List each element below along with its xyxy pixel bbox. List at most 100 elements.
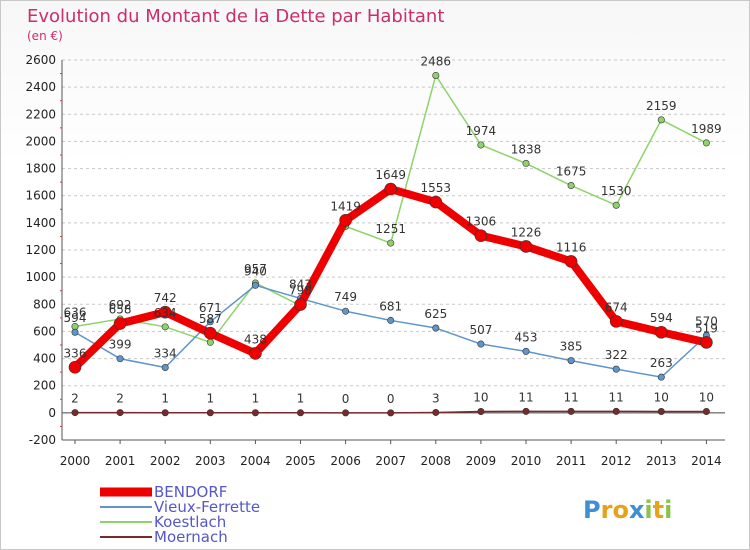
data-label: 1116 [556,240,587,254]
x-tick-label: 2002 [150,454,181,468]
data-label: 1 [161,392,169,406]
data-point-moernach [387,409,395,417]
data-label: 843 [289,277,312,291]
data-point-moernach [612,407,620,415]
data-point-vieux-ferrette [387,316,395,324]
data-label: 438 [244,332,267,346]
y-tick-label: 2200 [25,107,56,121]
data-label: 11 [518,390,533,404]
data-labels: 2 2 1 1 1 1 0 0 3 10 11 11 11 10 106366926349571251248… [64,54,722,405]
data-label: 625 [424,307,447,321]
data-point-moernach [206,409,214,417]
data-point-moernach [477,407,485,415]
data-label: 587 [199,312,222,326]
data-label: 634 [154,306,177,320]
data-label: 1974 [466,124,497,138]
y-tick-label: 1600 [25,189,56,203]
chart-unit-label: (en €) [27,29,63,43]
x-tick-label: 2010 [511,454,542,468]
y-tick-label: 1200 [25,243,56,257]
series-lines [68,71,713,417]
data-label: 749 [334,290,357,304]
data-point-vieux-ferrette [612,365,620,373]
data-point-koestlach [657,116,665,124]
data-point-bendorf [609,315,623,328]
data-point-vieux-ferrette [522,347,530,355]
data-label: 1 [297,392,305,406]
data-point-bendorf [700,336,713,349]
data-label: 0 [342,392,350,406]
proxiti-logo: Proxiti [583,496,672,524]
data-point-bendorf [429,195,443,209]
data-label: 3 [432,391,440,405]
data-point-vieux-ferrette [657,373,665,381]
x-tick-label: 2000 [60,454,91,468]
data-label: 594 [650,311,673,325]
y-tick-label: 1800 [25,162,56,176]
data-label: 1 [252,392,260,406]
y-tick-label: 2400 [25,80,56,94]
data-point-moernach [296,409,304,417]
data-point-koestlach [161,323,169,331]
data-point-moernach [567,407,575,415]
data-label: 2159 [646,99,677,113]
x-tick-label: 2012 [601,454,632,468]
data-point-bendorf [564,255,578,268]
data-label: 594 [64,311,87,325]
x-tick-label: 2014 [691,454,722,468]
data-point-bendorf [294,298,307,311]
data-point-moernach [342,409,350,417]
data-point-koestlach [522,159,530,167]
y-tick-label: 600 [33,324,56,338]
data-label: 1675 [556,165,587,179]
x-tick-label: 2006 [330,454,361,468]
data-point-bendorf [654,325,668,339]
data-label: 1530 [601,184,632,198]
data-point-vieux-ferrette [342,307,350,315]
data-point-koestlach [387,239,395,247]
series-line-bendorf [71,185,711,372]
data-point-vieux-ferrette [432,324,440,332]
data-label: 385 [560,340,583,354]
data-label: 11 [609,390,624,404]
data-label: 2 [71,392,79,406]
data-label: 658 [109,303,132,317]
data-point-moernach [116,409,124,417]
data-point-moernach [702,407,710,415]
data-label: 453 [515,330,538,344]
data-point-bendorf [384,182,398,196]
data-point-bendorf [113,317,127,330]
data-point-bendorf [339,213,352,227]
data-label: 1226 [511,225,542,239]
data-label: 1 [206,392,214,406]
data-label: 1251 [375,222,406,236]
y-tick-label: -200 [29,433,56,447]
x-tick-label: 2007 [375,454,406,468]
x-tick-label: 2008 [421,454,452,468]
data-point-vieux-ferrette [161,364,169,372]
data-point-moernach [251,409,259,417]
data-point-bendorf [519,240,533,253]
data-point-bendorf [474,229,488,242]
data-label: 10 [473,391,488,405]
data-label: 263 [650,356,673,370]
x-tick-label: 2009 [466,454,497,468]
data-label: 798 [289,284,312,298]
data-point-moernach [522,407,530,415]
data-point-vieux-ferrette [477,340,485,348]
legend-label: Vieux-Ferrette [154,498,260,516]
x-tick-label: 2011 [556,454,587,468]
data-point-bendorf [68,360,82,374]
y-tick-label: 1400 [25,216,56,230]
data-point-vieux-ferrette [251,281,259,289]
data-point-moernach [161,409,169,417]
grid-lines [60,59,725,441]
x-tick-label: 2003 [195,454,226,468]
data-label: 10 [654,391,669,405]
legend-label: BENDORF [154,483,227,501]
data-label: 519 [695,321,718,335]
y-tick-label: 2000 [25,134,56,148]
data-point-koestlach [612,201,620,209]
data-label: 1553 [421,181,452,195]
data-label: 742 [154,291,177,305]
